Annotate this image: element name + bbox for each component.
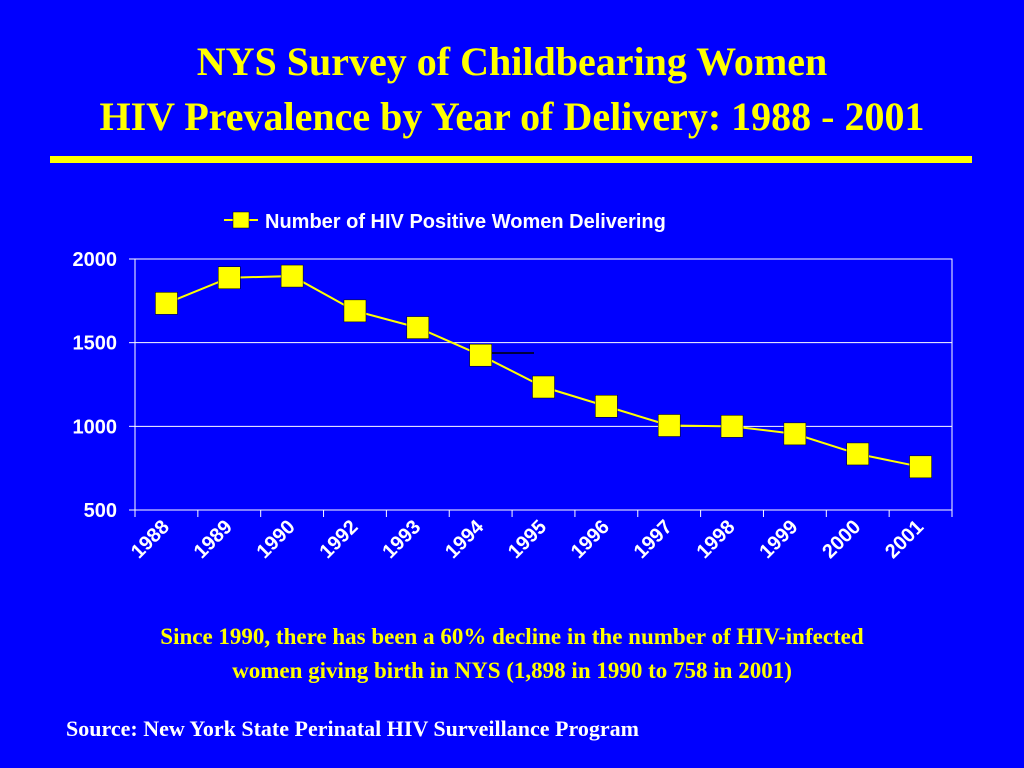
source-citation: Source: New York State Perinatal HIV Sur… — [66, 716, 639, 741]
y-tick-label: 500 — [84, 500, 117, 522]
x-tick-label: 1998 — [693, 516, 740, 563]
data-point — [846, 442, 869, 466]
data-point — [532, 375, 555, 399]
summary-note-line-2: women giving birth in NYS (1,898 in 1990… — [232, 658, 792, 683]
plot-area: 500 1000 1500 2000 1988 1989 1990 1992 1993 1994 1… — [73, 249, 953, 563]
x-tick-label: 1999 — [755, 516, 802, 563]
x-tick-label: 1988 — [127, 516, 174, 563]
data-point — [595, 395, 618, 418]
x-tick-label: 1993 — [378, 516, 425, 563]
y-tick-label: 1000 — [73, 416, 118, 438]
data-point — [783, 422, 807, 446]
y-tick-label: 1500 — [73, 333, 118, 355]
x-tick-label: 2001 — [881, 516, 928, 563]
legend-marker — [232, 211, 250, 229]
series-line — [166, 275, 921, 468]
x-tick-label: 2000 — [818, 516, 865, 563]
x-tick-label: 1996 — [567, 516, 614, 563]
x-tick-label: 1997 — [630, 516, 677, 563]
x-tick-label: 1989 — [190, 516, 237, 563]
data-point — [343, 299, 367, 323]
data-point — [406, 316, 430, 339]
y-tick-label: 2000 — [73, 249, 118, 271]
x-tick-label: 1990 — [253, 516, 300, 563]
x-tick-label: 1995 — [504, 516, 551, 563]
line-chart: Number of HIV Positive Women Delivering … — [73, 211, 953, 563]
data-point — [720, 415, 744, 438]
title-divider — [50, 156, 972, 163]
x-tick-label: 1994 — [441, 515, 489, 563]
summary-note-line-1: Since 1990, there has been a 60% decline… — [160, 624, 864, 649]
data-point — [469, 343, 492, 367]
slide-title-line-2: HIV Prevalence by Year of Delivery: 1988… — [99, 94, 925, 139]
data-point — [909, 455, 932, 479]
data-point — [218, 266, 241, 289]
plot-border — [134, 258, 953, 511]
data-point — [280, 264, 304, 288]
x-tick-label: 1992 — [315, 516, 362, 563]
slide-title-line-1: NYS Survey of Childbearing Women — [196, 39, 828, 84]
chart-legend: Number of HIV Positive Women Delivering — [224, 211, 666, 233]
data-point — [657, 414, 681, 437]
legend-label: Number of HIV Positive Women Delivering — [265, 211, 666, 233]
data-point — [155, 292, 178, 315]
